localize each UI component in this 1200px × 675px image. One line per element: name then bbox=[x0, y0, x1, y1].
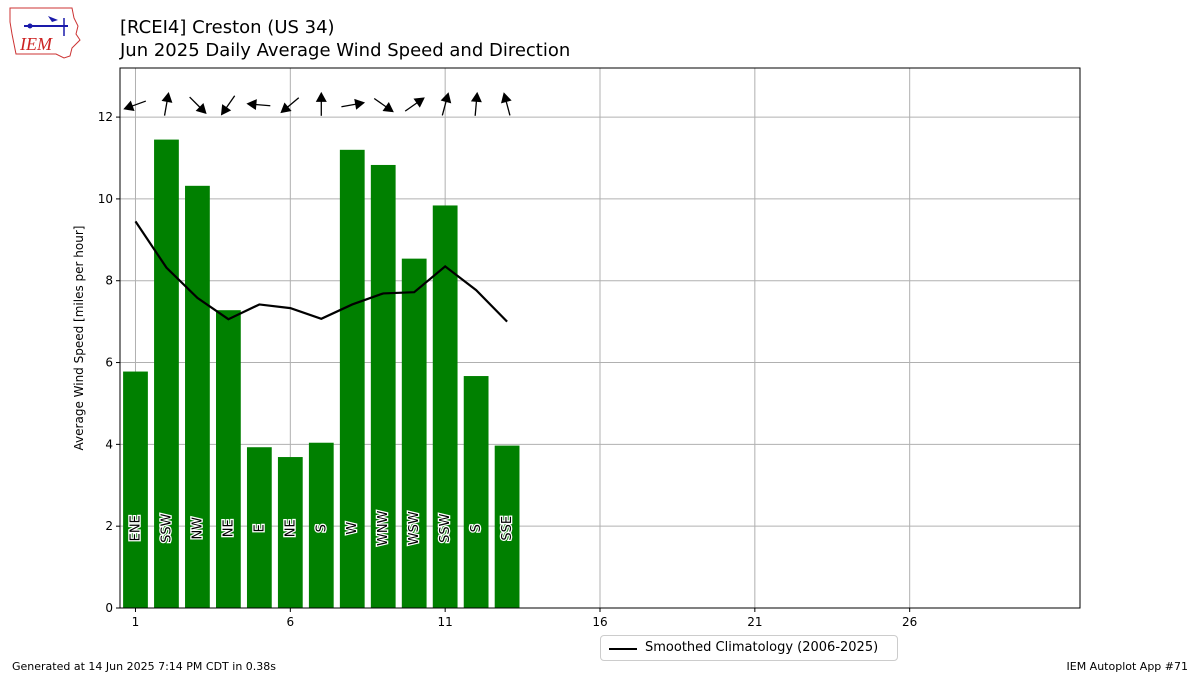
wind-arrow-icon bbox=[470, 91, 482, 116]
wind-arrow-icon bbox=[341, 98, 366, 110]
climatology-line bbox=[134, 220, 508, 323]
direction-label: W bbox=[345, 522, 360, 535]
bar-day-8 bbox=[339, 149, 365, 608]
iem-logo: IEM bbox=[9, 7, 81, 59]
y-tick-label: 0 bbox=[105, 601, 113, 615]
wind-arrow-icon bbox=[220, 95, 236, 116]
bar-day-6 bbox=[277, 457, 303, 608]
wind-arrow-icon bbox=[123, 100, 147, 112]
y-tick-label: 4 bbox=[105, 437, 113, 451]
wind-arrow-icon bbox=[280, 97, 300, 114]
bar-day-5 bbox=[246, 447, 272, 608]
y-tick-label: 10 bbox=[98, 192, 113, 206]
wind-arrow-icon bbox=[189, 96, 207, 115]
x-tick-label: 11 bbox=[438, 615, 453, 629]
bar-day-12 bbox=[463, 376, 489, 608]
y-axis: 0 2 4 6 8 10 12 bbox=[98, 110, 120, 615]
direction-labels: ENE SSW NW NE E NE S W WNW WSW SSW S SSE bbox=[127, 509, 516, 547]
legend: Smoothed Climatology (2006-2025) bbox=[600, 635, 898, 661]
direction-label: ENE bbox=[128, 515, 143, 541]
y-tick-label: 2 bbox=[105, 519, 113, 533]
x-tick-label: 16 bbox=[592, 615, 607, 629]
bar-day-2 bbox=[154, 139, 179, 608]
direction-label: SSW bbox=[438, 513, 453, 543]
y-tick-label: 8 bbox=[105, 274, 113, 288]
wind-arrow-icon bbox=[315, 91, 327, 116]
y-tick-label: 6 bbox=[105, 356, 113, 370]
x-axis: 1 6 11 16 21 26 bbox=[132, 608, 917, 629]
wind-arrow-icon bbox=[246, 99, 271, 111]
bar-day-3 bbox=[185, 185, 210, 608]
direction-label: S bbox=[469, 524, 484, 532]
generated-note: Generated at 14 Jun 2025 7:14 PM CDT in … bbox=[12, 660, 277, 673]
direction-label: NE bbox=[283, 519, 298, 537]
direction-label: SSW bbox=[159, 513, 174, 543]
direction-label: S bbox=[314, 524, 329, 532]
climatology-series-line bbox=[134, 220, 508, 323]
y-tick-label: 12 bbox=[98, 110, 113, 124]
direction-label: WSW bbox=[407, 511, 422, 545]
bar-day-4 bbox=[216, 310, 241, 608]
legend-label: Smoothed Climatology (2006-2025) bbox=[645, 640, 879, 655]
direction-label: SSE bbox=[500, 516, 515, 541]
legend-line-swatch bbox=[609, 648, 637, 650]
logo-text: IEM bbox=[19, 34, 53, 54]
wind-arrow-icon bbox=[404, 97, 425, 112]
chart-subtitle: Jun 2025 Daily Average Wind Speed and Di… bbox=[120, 40, 571, 61]
bar-day-7 bbox=[308, 442, 334, 608]
x-tick-label: 21 bbox=[747, 615, 762, 629]
bar-day-9 bbox=[370, 164, 396, 609]
bar-day-1 bbox=[123, 371, 148, 608]
bars bbox=[123, 139, 520, 609]
bar-day-10 bbox=[401, 258, 427, 608]
x-tick-label: 26 bbox=[902, 615, 917, 629]
x-tick-label: 6 bbox=[287, 615, 295, 629]
wind-arrow-icon bbox=[440, 92, 452, 116]
direction-label: E bbox=[252, 524, 267, 532]
y-axis-label: Average Wind Speed [miles per hour] bbox=[72, 226, 86, 451]
wind-arrow-icon bbox=[373, 97, 394, 113]
chart-title: [RCEI4] Creston (US 34) bbox=[120, 17, 335, 38]
wind-arrows bbox=[123, 91, 512, 116]
app-note: IEM Autoplot App #71 bbox=[1066, 660, 1189, 673]
direction-label: WNW bbox=[376, 510, 391, 546]
x-tick-label: 1 bbox=[132, 615, 140, 629]
wind-arrow-icon bbox=[161, 92, 173, 116]
direction-label: NE bbox=[221, 519, 236, 537]
iowa-outline-icon bbox=[9, 7, 81, 59]
bar-day-13 bbox=[494, 445, 520, 608]
wind-arrow-icon bbox=[501, 92, 512, 116]
direction-label: NW bbox=[190, 517, 205, 540]
